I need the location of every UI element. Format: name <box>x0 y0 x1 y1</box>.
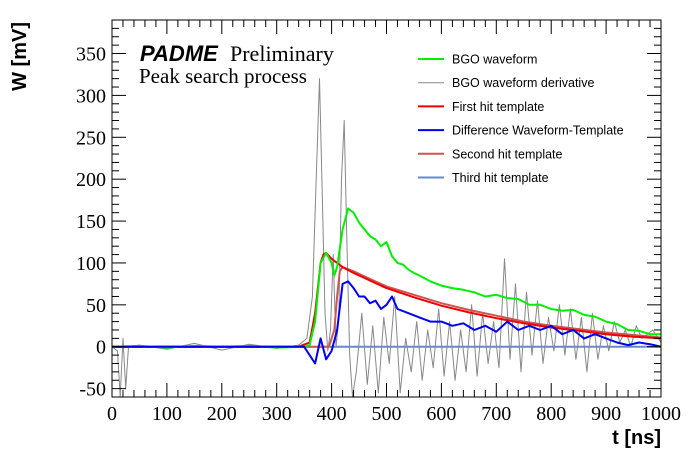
y-axis-label: W [mV] <box>9 22 31 91</box>
x-tick-label: 0 <box>107 403 117 425</box>
subtitle-label: Peak search process <box>139 64 307 88</box>
x-tick-label: 700 <box>481 403 511 425</box>
series-layer <box>112 78 661 397</box>
x-tick-label: 500 <box>372 403 402 425</box>
y-tick-label: 50 <box>86 295 106 317</box>
y-tick-label: 350 <box>76 44 106 66</box>
series-line-second-hit-template <box>112 266 661 348</box>
x-tick-label: 800 <box>536 403 566 425</box>
y-tick-label: 150 <box>76 211 106 233</box>
status-label: Preliminary <box>230 41 334 66</box>
series-line-difference-waveform-template <box>112 280 661 365</box>
ticks-layer <box>111 19 662 398</box>
y-tick-label: 250 <box>76 127 106 149</box>
legend-entry: BGO waveform <box>452 53 537 67</box>
legend-entry: Third hit template <box>452 171 549 185</box>
x-tick-label: 1000 <box>641 403 681 425</box>
tick-labels: 0 100 200 300 400 500 600 700 800 900 1000-5005010… <box>76 44 681 425</box>
y-tick-label: 0 <box>96 337 106 359</box>
series-line-bgo-waveform <box>112 207 661 349</box>
legend-entry: Difference Waveform-Template <box>452 124 624 138</box>
x-tick-label: 900 <box>591 403 621 425</box>
x-tick-label: 200 <box>207 403 237 425</box>
brand-label: PADME <box>140 41 219 66</box>
x-axis-label: t [ns] <box>612 427 661 449</box>
y-tick-label: -50 <box>79 379 106 401</box>
y-tick-label: 100 <box>76 253 106 275</box>
legend: BGO waveform BGO waveform derivative First… <box>418 53 624 185</box>
x-tick-label: 400 <box>317 403 347 425</box>
y-tick-label: 200 <box>76 169 106 191</box>
legend-entry: BGO waveform derivative <box>452 76 594 90</box>
legend-entry: Second hit template <box>452 147 563 161</box>
legend-entry: First hit template <box>452 100 544 114</box>
x-tick-label: 600 <box>426 403 456 425</box>
series-line-bgo-waveform-derivative <box>112 78 661 397</box>
x-tick-label: 100 <box>152 403 182 425</box>
y-tick-label: 300 <box>76 85 106 107</box>
x-tick-label: 300 <box>262 403 292 425</box>
